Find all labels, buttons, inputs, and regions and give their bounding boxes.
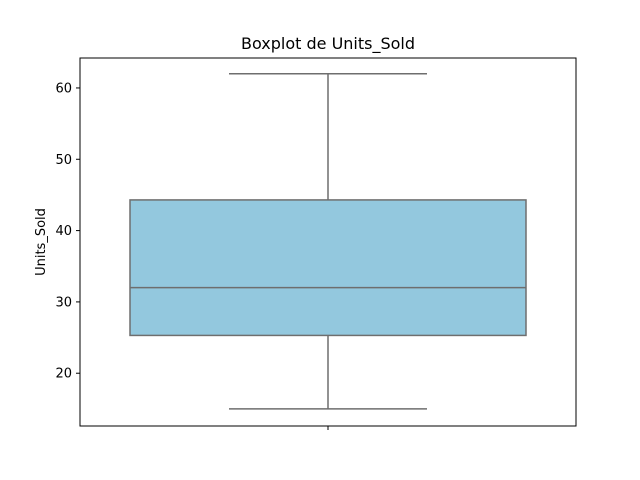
y-tick-label: 30 — [55, 295, 72, 310]
chart-title: Boxplot de Units_Sold — [241, 34, 415, 54]
axes-frame — [79, 57, 577, 427]
y-tick-label: 40 — [55, 224, 72, 239]
interquartile-box — [129, 199, 527, 337]
y-axis-label: Units_Sold — [34, 208, 49, 276]
box-plot — [129, 72, 527, 410]
y-axis-ticks: 20 30 40 50 60 — [55, 81, 80, 382]
y-tick-label: 50 — [55, 153, 72, 168]
y-tick-label: 60 — [55, 81, 72, 96]
y-tick-label: 20 — [55, 367, 72, 382]
